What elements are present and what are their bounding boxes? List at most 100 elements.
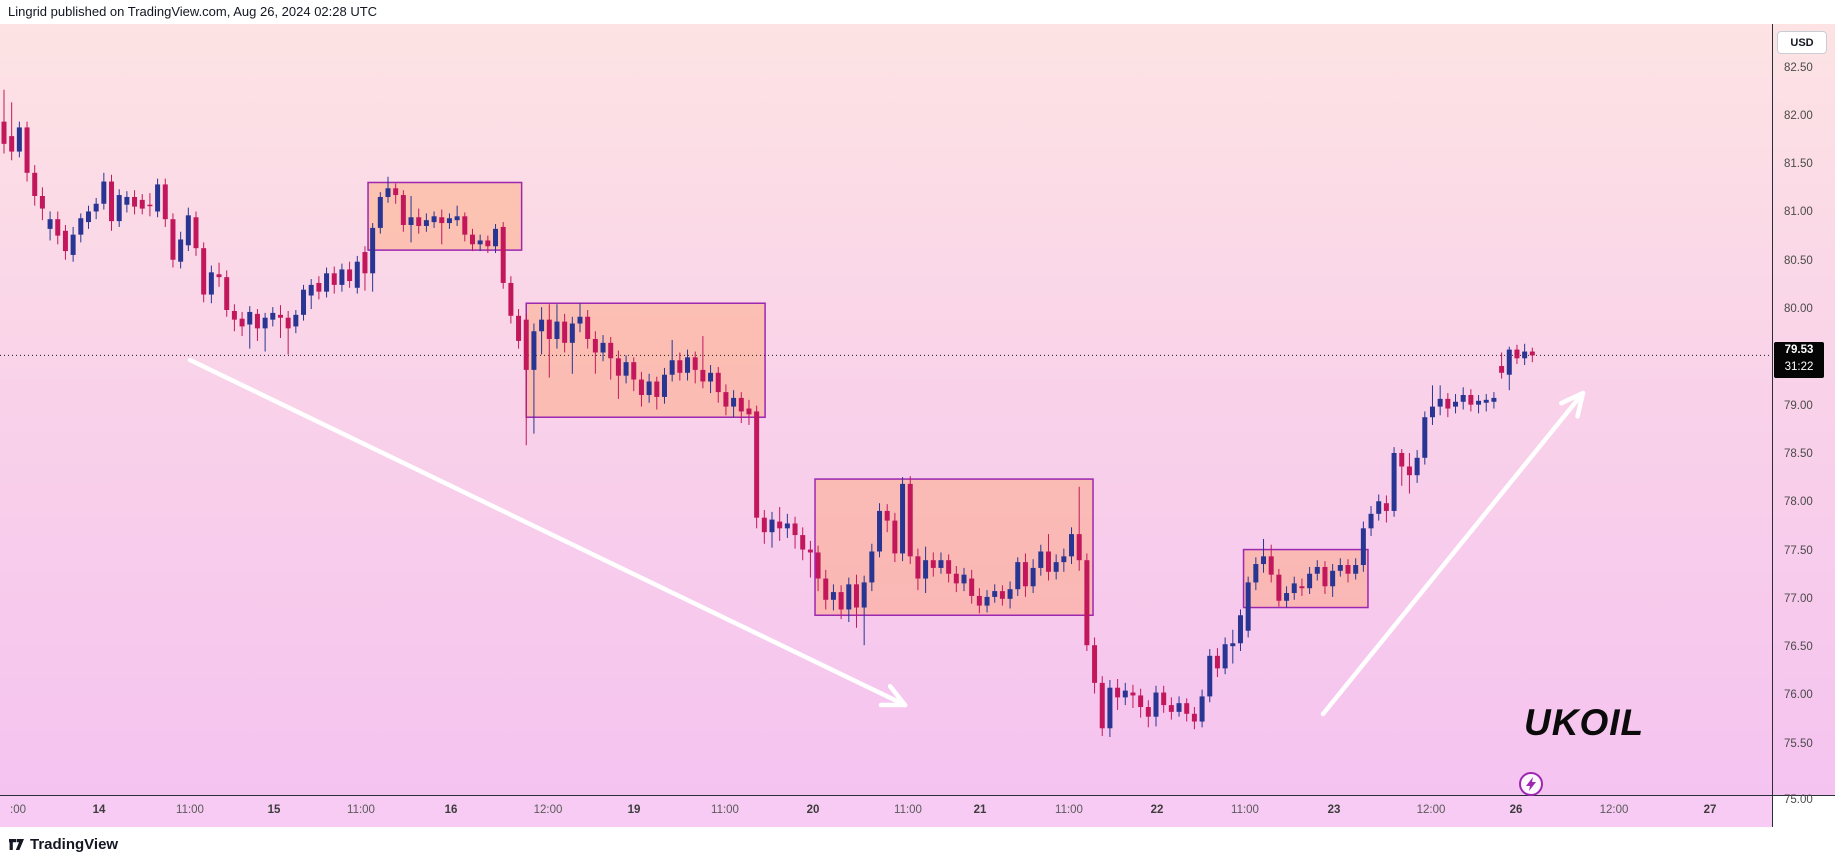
trend-arrow-head xyxy=(1575,390,1586,419)
candle-down xyxy=(462,216,468,235)
candle-down xyxy=(654,381,660,397)
candle-up xyxy=(155,184,161,212)
time-axis-label: 16 xyxy=(444,804,458,816)
candle-up xyxy=(1053,562,1059,572)
candle-up xyxy=(1314,566,1320,574)
publish-header: Lingrid published on TradingView.com, Au… xyxy=(0,0,1835,24)
candle-down xyxy=(1161,692,1167,706)
candle-down xyxy=(777,521,783,529)
time-axis-label: 19 xyxy=(627,804,641,816)
trend-arrow-line[interactable] xyxy=(187,357,908,708)
candle-up xyxy=(1491,397,1497,402)
candle-up xyxy=(1007,589,1013,599)
candle-up xyxy=(869,551,875,583)
candle-up xyxy=(1483,399,1489,403)
candle-down xyxy=(608,342,614,359)
candle-up xyxy=(408,217,414,225)
candle-up xyxy=(846,584,852,610)
candle-down xyxy=(201,248,207,295)
highlight-box[interactable] xyxy=(525,302,766,418)
currency-label: USD xyxy=(1790,36,1814,49)
candle-down xyxy=(439,217,445,224)
candle-down xyxy=(1191,713,1197,722)
candle-down xyxy=(485,240,491,247)
time-axis-label: 12:00 xyxy=(1599,804,1629,816)
candle-down xyxy=(692,357,698,370)
trend-arrow-line[interactable] xyxy=(1320,390,1586,717)
axis-corner xyxy=(1773,796,1835,827)
candle-down xyxy=(193,217,199,249)
candle-up xyxy=(1107,687,1113,729)
candle-up xyxy=(1030,567,1036,587)
candle-down xyxy=(915,556,921,579)
tradingview-logo[interactable]: TradingView xyxy=(8,836,118,853)
candle-up xyxy=(1222,644,1228,669)
candle-up xyxy=(1230,643,1236,647)
candle-up xyxy=(70,234,76,255)
candle-up xyxy=(446,218,452,224)
price-axis-label: 76.00 xyxy=(1784,689,1813,701)
highlight-box[interactable] xyxy=(814,478,1094,617)
candle-up xyxy=(900,483,906,554)
candle-down xyxy=(930,560,936,568)
candle-up xyxy=(1153,692,1159,717)
currency-badge[interactable]: USD xyxy=(1777,31,1827,54)
candle-down xyxy=(738,397,744,412)
candle-up xyxy=(185,215,191,246)
candle-down xyxy=(523,319,529,370)
candle-up xyxy=(1414,457,1420,476)
candle-down xyxy=(469,234,475,245)
candle-up xyxy=(1284,593,1290,601)
candle-down xyxy=(1099,682,1105,729)
candle-down xyxy=(1168,705,1174,712)
candle-up xyxy=(385,188,391,197)
candle-down xyxy=(1,121,7,144)
time-axis-label: 12:00 xyxy=(533,804,563,816)
candle-up xyxy=(731,397,737,407)
time-axis-label: 11:00 xyxy=(1055,804,1083,816)
highlight-box[interactable] xyxy=(367,181,523,251)
time-axis-label: 21 xyxy=(973,804,987,816)
candle-down xyxy=(746,408,752,415)
price-axis-label: 81.50 xyxy=(1784,158,1813,170)
candle-up xyxy=(377,196,383,228)
chart-background xyxy=(0,24,1835,795)
candle-up xyxy=(1207,655,1213,697)
candle-down xyxy=(1076,534,1082,561)
candle-up xyxy=(1015,562,1021,590)
candle-up xyxy=(1337,565,1343,571)
candle-up xyxy=(861,582,867,608)
candle-down xyxy=(1184,703,1190,714)
candle-down xyxy=(1299,586,1305,589)
time-axis-label: 11:00 xyxy=(711,804,739,816)
candle-up xyxy=(1506,349,1512,375)
candle-down xyxy=(1383,503,1389,511)
candle-down xyxy=(815,552,821,579)
time-axis[interactable] xyxy=(0,796,1772,827)
candle-down xyxy=(1406,466,1412,476)
candle-up xyxy=(301,289,307,315)
candle-down xyxy=(416,217,422,226)
candle-up xyxy=(685,357,691,373)
candle-up xyxy=(1176,703,1182,712)
candle-down xyxy=(231,310,237,320)
candle-up xyxy=(1429,406,1435,418)
candle-down xyxy=(1145,707,1151,717)
candle-down xyxy=(792,523,798,536)
candle-up xyxy=(454,216,460,221)
candle-up xyxy=(961,574,967,584)
candle-up xyxy=(1437,398,1443,407)
candle-down xyxy=(1022,562,1028,587)
time-axis-label: 12:00 xyxy=(1416,804,1446,816)
candle-down xyxy=(254,313,260,329)
candle-down xyxy=(508,282,514,316)
candle-down xyxy=(1268,556,1274,575)
candle-up xyxy=(1199,696,1205,722)
candle-down xyxy=(1529,351,1535,356)
candle-down xyxy=(170,219,176,260)
candle-up xyxy=(1307,573,1313,589)
candle-up xyxy=(431,216,437,223)
candle-up xyxy=(569,323,575,343)
